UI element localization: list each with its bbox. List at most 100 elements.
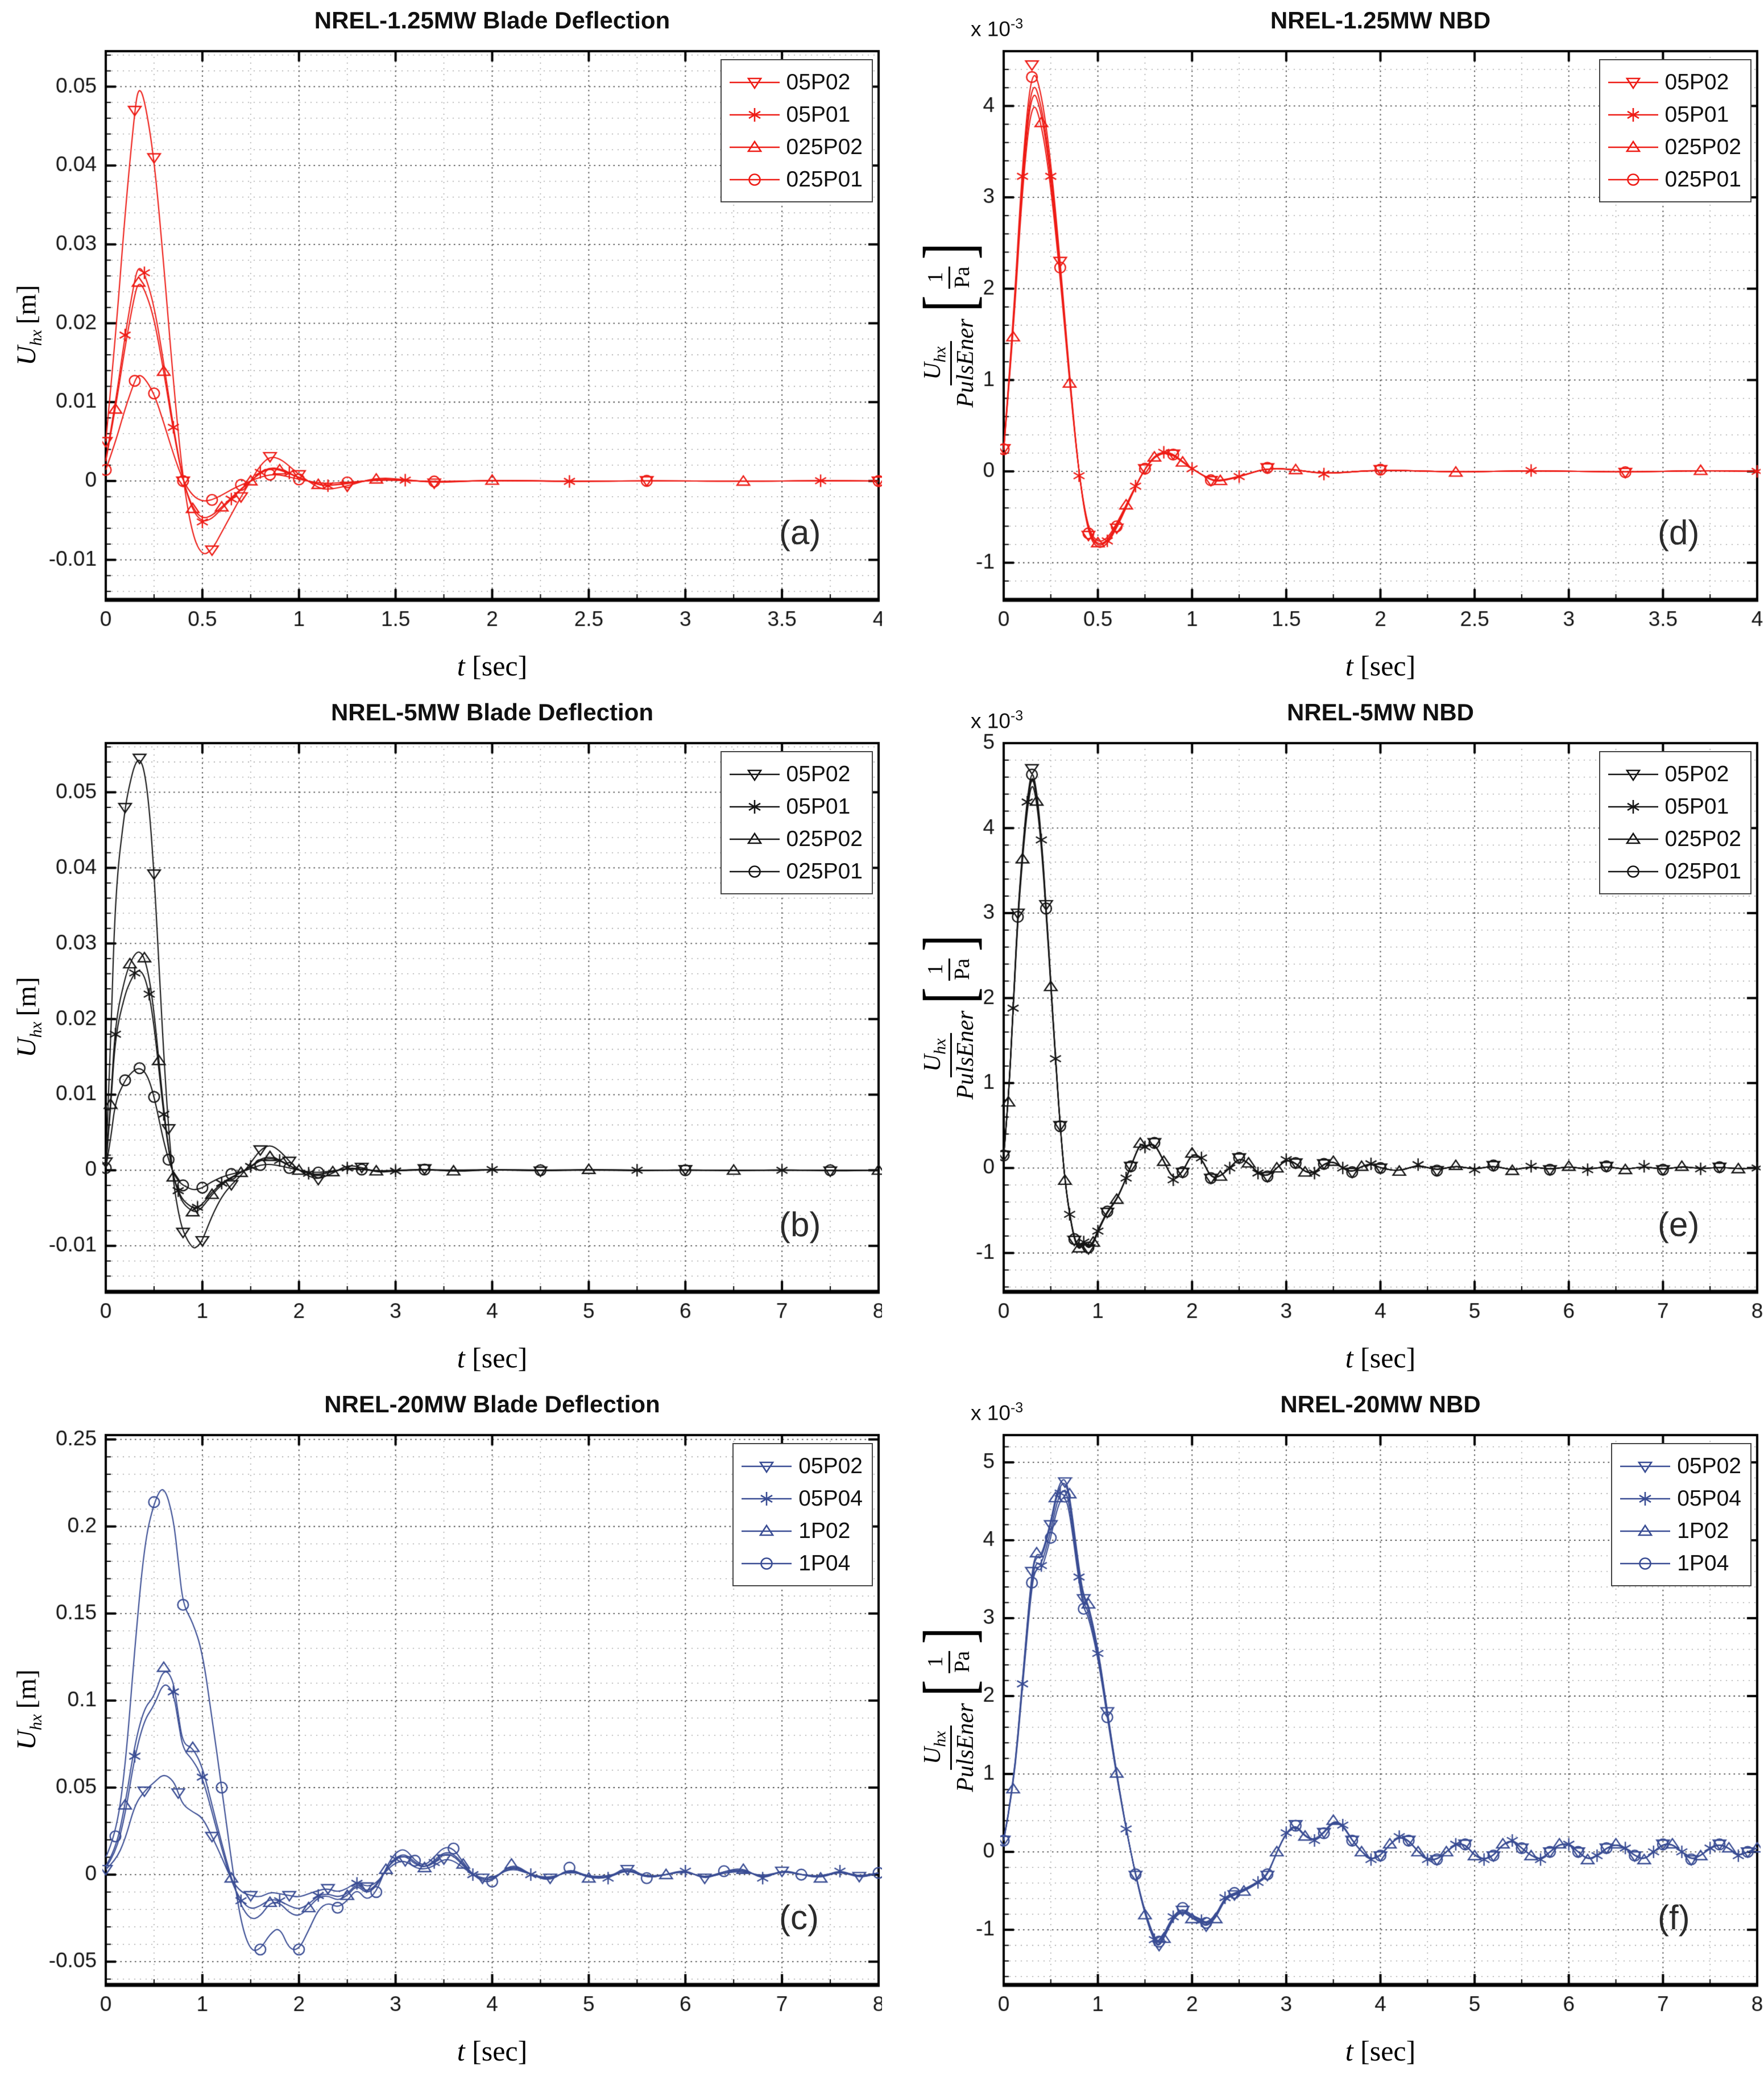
x-axis-label: t [sec] <box>457 1342 528 1374</box>
legend-item: 025P01 <box>1606 163 1741 196</box>
legend-item: 05P02 <box>739 1450 863 1482</box>
legend-item: 025P02 <box>727 131 863 163</box>
legend-label: 1P04 <box>1677 1551 1729 1576</box>
legend-label: 05P02 <box>1677 1453 1741 1478</box>
legend-marker-tri_down-icon <box>742 1461 792 1473</box>
y-axis-label: Uhx PulsEner[1 Pa] <box>910 243 988 408</box>
x-axis-label: t [sec] <box>1345 2035 1416 2067</box>
panel-title: NREL-20MW NBD <box>1280 1391 1481 1417</box>
legend-item: 025P01 <box>727 163 863 196</box>
legend-marker-tri_down-icon <box>1620 1461 1671 1473</box>
legend-label: 025P01 <box>786 167 863 192</box>
legend-label: 025P01 <box>786 859 863 884</box>
x-axis-label: t [sec] <box>457 2035 528 2067</box>
y-exponent: x 10-3 <box>971 708 1024 733</box>
legend-label: 05P02 <box>1664 761 1729 786</box>
legend-label: 1P04 <box>798 1551 851 1576</box>
legend-marker-tri_up-icon <box>729 832 780 844</box>
legend-marker-tri_down-icon <box>1608 77 1658 89</box>
panel-title: NREL-1.25MW Blade Deflection <box>314 7 670 34</box>
legend-item: 05P02 <box>1606 66 1741 98</box>
panel-e: NREL-5MW NBD x 10-3 Uhx PulsEner[1 Pa] t [… <box>882 692 1764 1385</box>
panel-letter: (e) <box>1658 1205 1700 1243</box>
legend-marker-star-icon <box>1620 1491 1671 1506</box>
legend: 05P02 05P01 025P02 025P01 <box>720 59 873 202</box>
legend-item: 05P01 <box>1606 790 1741 823</box>
panel-c: NREL-20MW Blade Deflection Uhx [m] t [se… <box>0 1384 882 2077</box>
x-axis-label: t [sec] <box>457 650 528 682</box>
y-axis-label: Uhx PulsEner[1 Pa] <box>910 1627 988 1792</box>
legend-label: 05P01 <box>1664 102 1729 127</box>
panel-letter: (a) <box>779 513 821 552</box>
legend-marker-tri_up-icon <box>729 140 780 152</box>
legend-item: 025P01 <box>727 855 863 888</box>
legend-marker-circle-icon <box>729 173 780 186</box>
y-label-unit: [m] <box>11 285 42 325</box>
legend-item: 1P02 <box>739 1515 863 1547</box>
legend-item: 05P02 <box>727 66 863 98</box>
legend-item: 025P02 <box>1606 823 1741 855</box>
panel-title: NREL-1.25MW NBD <box>1270 7 1491 34</box>
legend-item: 05P04 <box>739 1482 863 1515</box>
legend-label: 05P01 <box>1664 794 1729 819</box>
legend-marker-circle-icon <box>1608 865 1658 878</box>
legend-marker-star-icon <box>1608 107 1658 122</box>
panel-letter: (f) <box>1658 1898 1690 1937</box>
panel-letter: (d) <box>1658 513 1700 552</box>
legend-label: 025P02 <box>786 826 863 851</box>
y-axis-label: Uhx [m] <box>11 285 46 366</box>
legend-marker-circle-icon <box>1608 173 1658 186</box>
legend-item: 1P02 <box>1618 1515 1741 1547</box>
panel-b: NREL-5MW Blade Deflection Uhx [m] t [sec… <box>0 692 882 1385</box>
legend-item: 025P02 <box>727 823 863 855</box>
legend-item: 05P02 <box>1606 758 1741 790</box>
legend: 05P02 05P01 025P02 025P01 <box>1599 59 1751 202</box>
legend-label: 05P04 <box>798 1486 863 1511</box>
legend-label: 1P02 <box>798 1518 851 1543</box>
panel-d: NREL-1.25MW NBD x 10-3 Uhx PulsEner[1 Pa] … <box>882 0 1764 693</box>
y-axis-label: Uhx [m] <box>11 977 45 1058</box>
legend: 05P02 05P04 1P02 1P04 <box>1611 1443 1751 1586</box>
legend-label: 05P02 <box>786 69 851 94</box>
panel-letter: (c) <box>779 1898 819 1937</box>
legend-label: 025P02 <box>1664 134 1741 159</box>
legend-item: 1P04 <box>1618 1547 1741 1579</box>
panel-f: NREL-20MW NBD x 10-3 Uhx PulsEner[1 Pa] t … <box>882 1384 1764 2077</box>
legend-marker-tri_down-icon <box>1608 769 1658 781</box>
legend-item: 025P01 <box>1606 855 1741 888</box>
legend-marker-star-icon <box>729 799 780 814</box>
panel-letter: (b) <box>779 1205 821 1243</box>
legend-marker-circle-icon <box>729 865 780 878</box>
legend-label: 025P01 <box>1664 859 1741 884</box>
legend-item: 05P04 <box>1618 1482 1741 1515</box>
y-axis-label: Uhx PulsEner[1 Pa] <box>910 935 988 1100</box>
legend-marker-star-icon <box>1608 799 1658 814</box>
legend-label: 025P02 <box>786 134 863 159</box>
legend-item: 05P01 <box>727 98 863 131</box>
y-exponent: x 10-3 <box>971 16 1024 41</box>
legend: 05P02 05P01 025P02 025P01 <box>720 751 873 894</box>
y-label-subscript: hx <box>26 329 45 346</box>
y-axis-label: Uhx [m] <box>11 1669 45 1750</box>
legend-marker-tri_down-icon <box>729 769 780 781</box>
legend-label: 05P01 <box>786 102 851 127</box>
legend-marker-tri_down-icon <box>729 77 780 89</box>
legend-label: 1P02 <box>1677 1518 1729 1543</box>
panel-a: NREL-1.25MW Blade Deflection Uhx [m] t [… <box>0 0 882 693</box>
legend-marker-circle-icon <box>1620 1557 1671 1570</box>
panel-title: NREL-20MW Blade Deflection <box>324 1391 660 1417</box>
legend-marker-star-icon <box>742 1491 792 1506</box>
legend-label: 05P02 <box>798 1453 863 1478</box>
legend-label: 025P01 <box>1664 167 1741 192</box>
panel-title: NREL-5MW NBD <box>1287 699 1474 726</box>
legend-label: 025P02 <box>1664 826 1741 851</box>
legend-item: 05P02 <box>727 758 863 790</box>
x-axis-label: t [sec] <box>1345 650 1416 682</box>
legend-marker-star-icon <box>729 107 780 122</box>
legend: 05P02 05P01 025P02 025P01 <box>1599 751 1751 894</box>
legend-label: 05P02 <box>1664 69 1729 94</box>
legend-marker-tri_up-icon <box>742 1524 792 1536</box>
panel-title: NREL-5MW Blade Deflection <box>330 699 654 726</box>
legend-item: 05P02 <box>1618 1450 1741 1482</box>
legend-item: 05P01 <box>1606 98 1741 131</box>
